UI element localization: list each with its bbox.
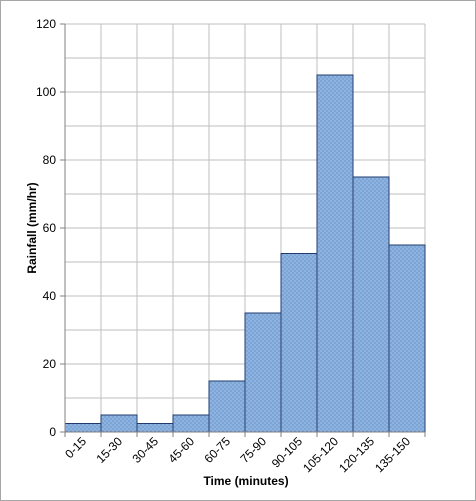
bar-120-135 — [352, 176, 390, 433]
bar-45-60 — [172, 414, 210, 433]
bar-105-120 — [316, 74, 354, 433]
bar-30-45 — [136, 423, 174, 433]
y-tick-label: 80 — [43, 153, 57, 167]
y-tick-label: 40 — [43, 289, 57, 303]
bar-75-90 — [244, 312, 282, 433]
y-tick-label: 100 — [36, 85, 56, 99]
y-tick-label: 0 — [49, 425, 56, 439]
bar-90-105 — [280, 253, 318, 433]
bars — [64, 74, 426, 433]
bar-60-75 — [208, 380, 246, 433]
y-tick-label: 60 — [43, 221, 57, 235]
y-tick-label: 120 — [36, 17, 56, 31]
bar-135-150 — [388, 244, 426, 433]
x-axis-title: Time (minutes) — [203, 474, 288, 488]
axes — [60, 23, 426, 437]
y-tick-labels: 0 20 40 60 80 100 120 — [36, 17, 56, 439]
y-tick-label: 20 — [43, 357, 57, 371]
y-axis-title: Rainfall (mm/hr) — [25, 182, 39, 273]
bar-0-15 — [64, 423, 102, 433]
bar-15-30 — [100, 414, 138, 433]
